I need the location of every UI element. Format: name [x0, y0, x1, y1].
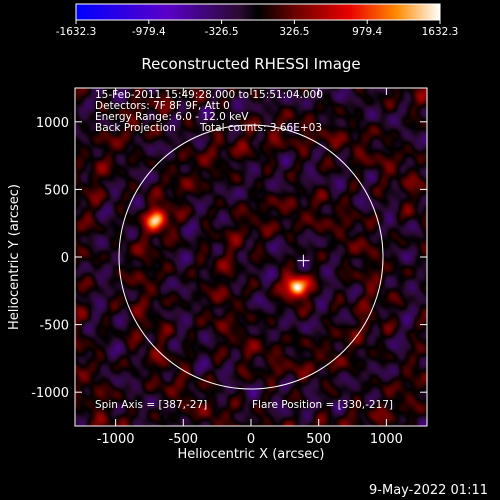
colorbar-tick-label: 326.5 [279, 26, 309, 38]
colorbar [76, 4, 440, 20]
x-tick-label: -1000 [97, 432, 135, 447]
annotation-spin-axis: Spin Axis = [387,-27] [95, 399, 207, 411]
y-axis-label: Heliocentric Y (arcsec) [7, 184, 22, 330]
annotation-method: Back Projection [95, 122, 176, 134]
axis-tick-labels: -1000 -500 0 500 1000 -1000 -500 0 500 1000 [31, 116, 403, 447]
colorbar-ticks [75, 3, 441, 24]
annotation-flare-position: Flare Position = [330,-217] [252, 399, 393, 411]
annotation-total-counts: Total counts: 3.66E+03 [199, 122, 322, 134]
colorbar-tick-label: 1632.3 [422, 26, 459, 38]
x-tick-label: 500 [306, 432, 331, 447]
timestamp: 9-May-2022 01:11 [369, 483, 488, 498]
annotation-energy-range: Energy Range: 6.0 - 12.0 keV [95, 111, 249, 123]
colorbar-frame [75, 3, 441, 21]
solar-limb-circle [118, 124, 384, 390]
x-tick-label: 1000 [370, 432, 403, 447]
annotation-time-range: 15-Feb-2011 15:49:28.000 to 15:51:04.000 [95, 89, 323, 101]
colorbar-tick-label: -1632.3 [56, 26, 97, 38]
y-tick-label: 500 [44, 183, 69, 198]
y-tick-label: 0 [61, 251, 69, 266]
y-tick-label: -500 [39, 319, 69, 334]
spin-axis-crosshair [297, 254, 310, 267]
heatmap-image [75, 88, 427, 426]
y-tick-label: -1000 [31, 386, 69, 401]
y-tick-label: 1000 [36, 116, 69, 131]
colorbar-labels: -1632.3 -979.4 -326.5 326.5 979.4 1632.3 [56, 26, 459, 38]
annotation-detectors: Detectors: 7F 8F 9F, Att 0 [95, 100, 230, 112]
axis-ticks [75, 88, 427, 426]
colorbar-tick-label: -326.5 [205, 26, 239, 38]
colorbar-tick-label: -979.4 [132, 26, 166, 38]
x-axis-label: Heliocentric X (arcsec) [178, 447, 325, 462]
colorbar-tick-label: 979.4 [352, 26, 382, 38]
x-tick-label: -500 [169, 432, 199, 447]
chart-title: Reconstructed RHESSI Image [141, 55, 360, 73]
x-tick-label: 0 [247, 432, 255, 447]
